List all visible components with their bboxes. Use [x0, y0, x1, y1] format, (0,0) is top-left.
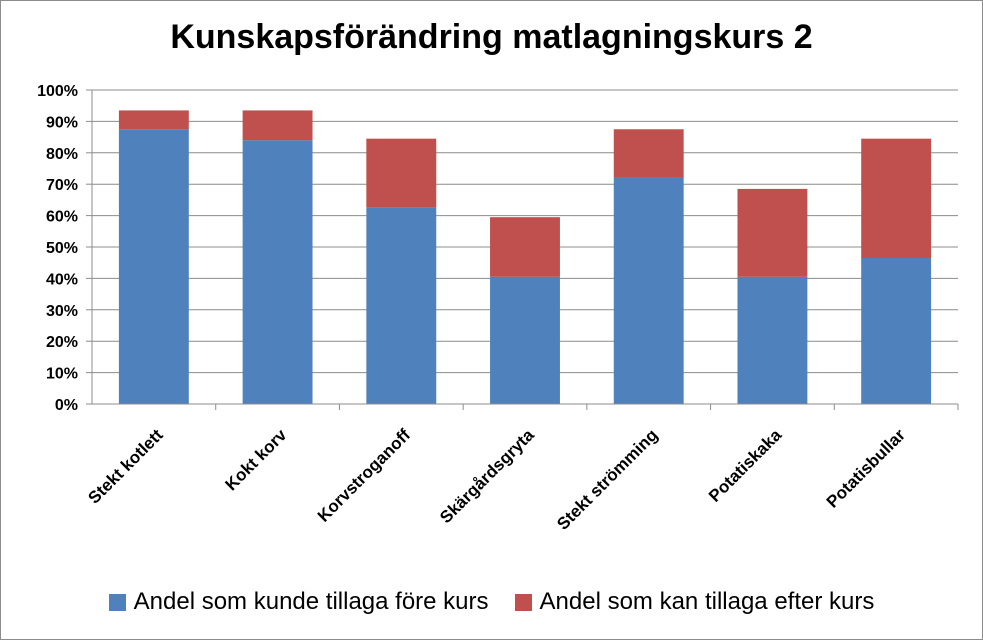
y-tick-label: 50%: [46, 240, 78, 257]
y-tick-label: 40%: [46, 271, 78, 288]
y-tick-label: 10%: [46, 366, 78, 383]
bar-before: [490, 276, 560, 404]
y-tick-label: 0%: [55, 397, 78, 414]
bar-before: [613, 177, 684, 404]
bar-after: [366, 138, 437, 208]
x-tick-label: Korvstroganoff: [314, 425, 414, 525]
x-tick-label: Potatisbullar: [823, 425, 910, 512]
y-tick-label: 60%: [46, 209, 78, 226]
bar-after: [737, 188, 808, 277]
y-tick-label: 30%: [46, 303, 78, 320]
legend-item-after: Andel som kan tillaga efter kurs: [514, 588, 875, 616]
bar-before: [242, 140, 313, 405]
y-tick-label: 70%: [46, 177, 78, 194]
bar-after: [861, 138, 932, 258]
y-tick-label: 90%: [46, 114, 78, 131]
bar-after: [242, 110, 313, 141]
x-tick-label: Kokt korv: [222, 425, 291, 494]
bar-after: [613, 129, 684, 178]
bar-before: [737, 276, 808, 404]
bar-after: [118, 110, 189, 130]
bar-before: [118, 129, 189, 404]
y-tick-label: 20%: [46, 334, 78, 351]
legend-label-before: Andel som kunde tillaga före kurs: [133, 588, 489, 615]
x-tick-label: Potatiskaka: [705, 425, 786, 506]
bar-before: [366, 207, 437, 404]
legend-item-before: Andel som kunde tillaga före kurs: [108, 588, 489, 616]
legend-swatch-before: [108, 593, 126, 611]
bar-before: [861, 257, 932, 404]
x-tick-label: Skärgårdsgryta: [436, 425, 538, 527]
x-tick-label: Stekt strömming: [553, 425, 661, 533]
bar-after: [490, 217, 560, 277]
y-tick-label: 100%: [37, 83, 78, 100]
chart-legend: Andel som kunde tillaga före kurs Andel …: [0, 588, 983, 616]
legend-label-after: Andel som kan tillaga efter kurs: [539, 588, 875, 615]
chart-title: Kunskapsförändring matlagningskurs 2: [170, 18, 813, 56]
legend-swatch-after: [514, 593, 532, 611]
x-tick-label: Stekt kotlett: [84, 425, 166, 507]
y-tick-label: 80%: [46, 146, 78, 163]
